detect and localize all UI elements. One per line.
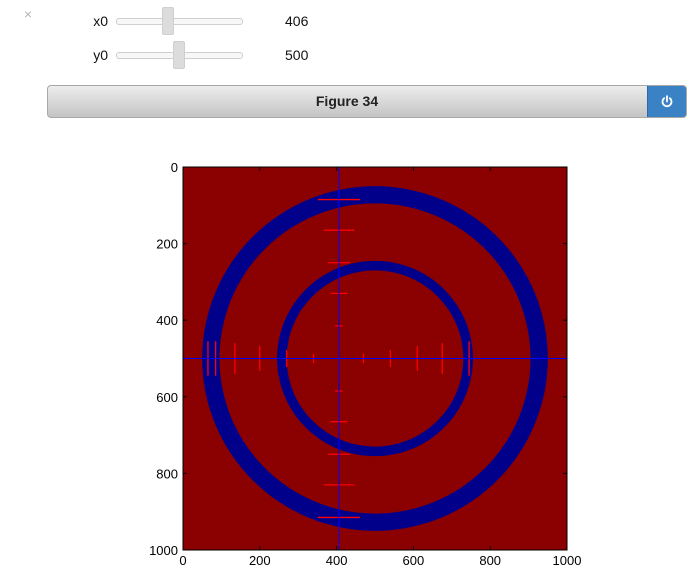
figure-titlebar: Figure 34 bbox=[47, 85, 687, 118]
x-tick-label-2: 400 bbox=[326, 553, 348, 568]
power-button[interactable] bbox=[647, 86, 686, 117]
slider-y0-handle[interactable] bbox=[172, 41, 185, 69]
slider-x0-label: x0 bbox=[93, 13, 108, 29]
y-tick-label-4: 800 bbox=[156, 466, 178, 481]
x-tick-label-5: 1000 bbox=[553, 553, 582, 568]
slider-x0-handle[interactable] bbox=[161, 7, 174, 35]
close-icon[interactable]: × bbox=[24, 6, 33, 22]
figure-title: Figure 34 bbox=[315, 93, 379, 109]
slider-y0-track[interactable] bbox=[116, 41, 243, 69]
power-icon bbox=[661, 94, 673, 107]
x-tick-label-4: 800 bbox=[479, 553, 501, 568]
slider-x0-track[interactable] bbox=[116, 7, 243, 35]
x-tick-label-1: 200 bbox=[249, 553, 271, 568]
slider-x0-value: 406 bbox=[285, 13, 309, 29]
x-tick-label-3: 600 bbox=[403, 553, 425, 568]
axes-frame bbox=[182, 166, 568, 551]
y-tick-label-5: 1000 bbox=[149, 543, 178, 558]
y-tick-label-3: 600 bbox=[156, 390, 178, 405]
slider-y0-value: 500 bbox=[285, 47, 309, 63]
y-tick-label-0: 0 bbox=[171, 160, 178, 175]
y-tick-label-2: 400 bbox=[156, 313, 178, 328]
x-tick-label-0: 0 bbox=[179, 553, 186, 568]
y-tick-label-1: 200 bbox=[156, 237, 178, 252]
slider-x0: x0 406 bbox=[0, 7, 400, 35]
heatmap-image bbox=[183, 167, 567, 550]
slider-y0: y0 500 bbox=[0, 41, 400, 69]
slider-y0-label: y0 bbox=[93, 47, 108, 63]
